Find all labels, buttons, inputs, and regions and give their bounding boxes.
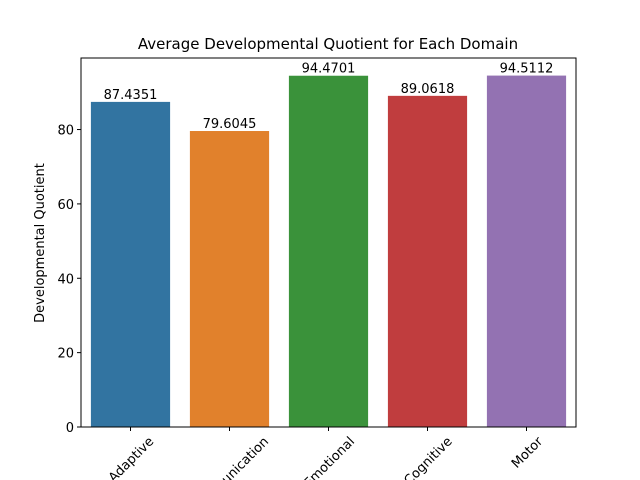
bar (189, 131, 270, 427)
x-tick-label: Cognitive (401, 434, 455, 480)
value-label: 89.0618 (401, 82, 455, 97)
y-tick-label: 0 (66, 421, 74, 436)
bar (486, 75, 567, 428)
value-label: 79.6045 (203, 117, 257, 132)
plot-frame (80, 57, 577, 428)
x-tick-label: Communication (189, 434, 272, 480)
bar (288, 75, 369, 428)
y-tick-label: 60 (57, 198, 74, 213)
value-label: 87.4351 (104, 88, 158, 103)
y-tick-label: 80 (57, 124, 74, 139)
value-label: 94.5112 (500, 62, 554, 77)
y-axis-label: Developmental Quotient (33, 163, 48, 323)
x-tick-label: Adaptive (106, 434, 157, 480)
chart-title: Average Developmental Quotient for Each … (138, 35, 518, 53)
value-label: 94.4701 (302, 62, 356, 77)
x-tick-label: Motor (509, 434, 547, 472)
y-tick-label: 20 (57, 347, 74, 362)
y-tick-label: 40 (57, 272, 74, 287)
bar (387, 95, 468, 427)
x-tick-label: Emotional (301, 434, 358, 480)
bar (90, 101, 171, 427)
